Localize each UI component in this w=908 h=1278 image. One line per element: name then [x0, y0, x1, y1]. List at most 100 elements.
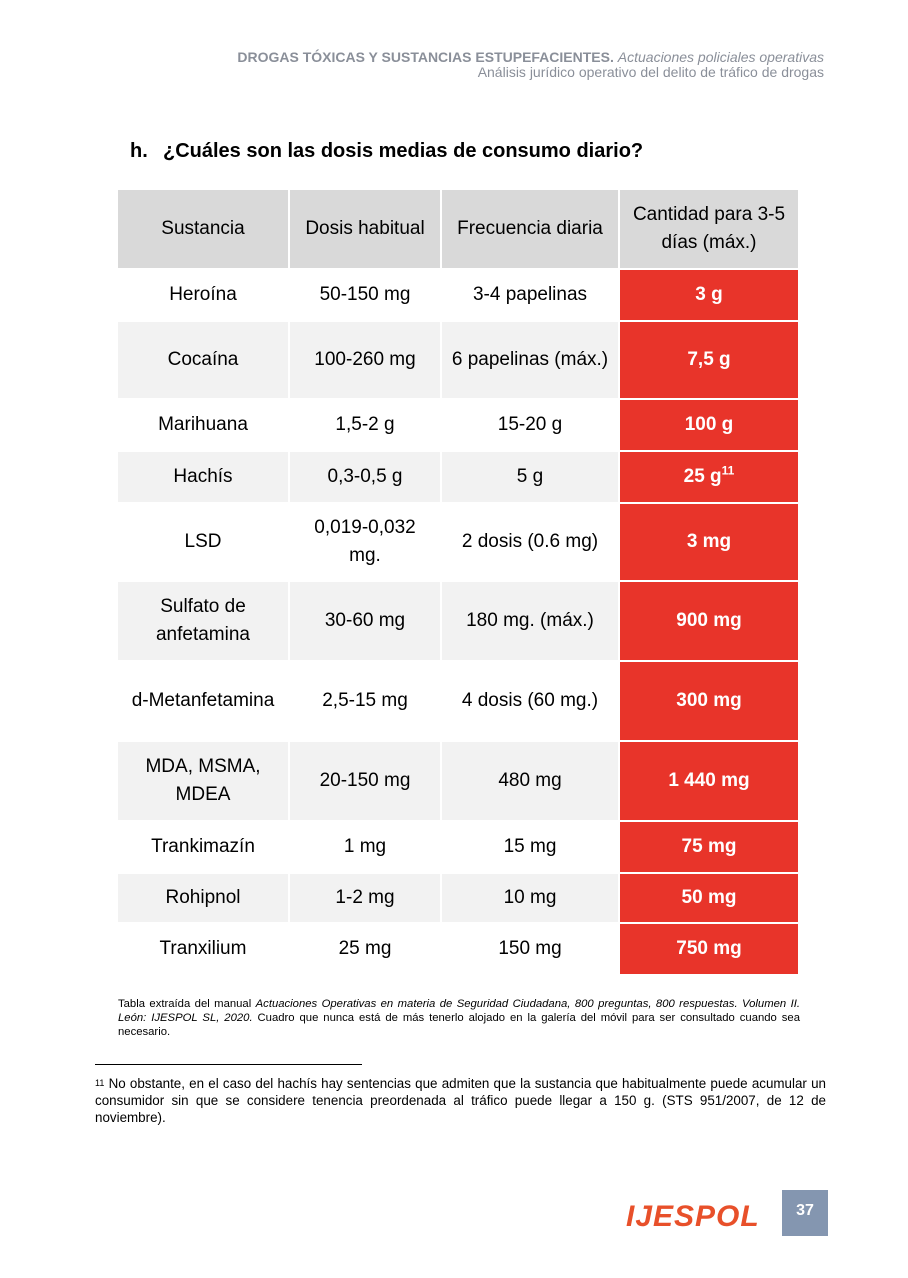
table-cell: 15-20 g: [442, 400, 618, 450]
table-cell: 7,5 g: [620, 322, 798, 398]
cell-text: 1,5-2 g: [335, 414, 395, 435]
table-cell: 2 dosis (0.6 mg): [442, 504, 618, 580]
table-cell: 20-150 mg: [290, 742, 440, 820]
cell-text: 15 mg: [503, 836, 557, 857]
cell-text: 300 mg: [676, 690, 742, 711]
footnote-ref: 11: [721, 463, 735, 478]
table-cell: 25 mg: [290, 924, 440, 974]
table-cell: 100 g: [620, 400, 798, 450]
table-cell: 25 g11: [620, 452, 798, 502]
table-cell: 480 mg: [442, 742, 618, 820]
table-cell: 3 g: [620, 270, 798, 320]
cell-text: 25 g: [683, 466, 722, 487]
table-cell: 0,019-0,032 mg.: [290, 504, 440, 580]
table-cell: 5 g: [442, 452, 618, 502]
section-heading: h. ¿Cuáles son las dosis medias de consum…: [130, 140, 643, 163]
cell-text: 30-60 mg: [324, 610, 406, 631]
cell-text: Cocaína: [167, 349, 239, 370]
table-cell: 1-2 mg: [290, 874, 440, 922]
heading-label: h.: [130, 140, 148, 162]
cell-text: 7,5 g: [687, 349, 731, 370]
cell-text: 25 mg: [338, 938, 392, 959]
footnote-text: No obstante, en el caso del hachís hay s…: [95, 1076, 826, 1125]
table-cell: Heroína: [118, 270, 288, 320]
table-cell: 100-260 mg: [290, 322, 440, 398]
cell-text: 15-20 g: [497, 414, 563, 435]
caption-text: Tabla extraída del manual: [118, 998, 256, 1010]
table-cell: Hachís: [118, 452, 288, 502]
cell-text: 4 dosis (60 mg.): [461, 690, 599, 711]
table-row: LSD 0,019-0,032 mg. 2 dosis (0.6 mg) 3 mg: [118, 504, 798, 580]
table-row: Marihuana 1,5-2 g 15-20 g 100 g: [118, 400, 798, 450]
cell-text: 1 mg: [343, 836, 387, 857]
table-cell: LSD: [118, 504, 288, 580]
cell-text: Sulfato de anfetamina: [155, 596, 250, 645]
table-row: Heroína 50-150 mg 3-4 papelinas 3 g: [118, 270, 798, 320]
cell-text: LSD: [184, 531, 222, 552]
table-cell: 0,3-0,5 g: [290, 452, 440, 502]
table-row: Sulfato de anfetamina 30-60 mg 180 mg. (má…: [118, 582, 798, 660]
table-cell: 50 mg: [620, 874, 798, 922]
cell-text: 1-2 mg: [335, 887, 395, 908]
table-row: Tranxilium 25 mg 150 mg 750 mg: [118, 924, 798, 974]
running-header: DROGAS TÓXICAS Y SUSTANCIAS ESTUPEFACIEN…: [237, 50, 824, 80]
table-cell: 2,5-15 mg: [290, 662, 440, 740]
cell-text: 3-4 papelinas: [472, 284, 588, 305]
table-cell: 1 mg: [290, 822, 440, 872]
table-cell: 50-150 mg: [290, 270, 440, 320]
cell-text: Hachís: [173, 466, 233, 487]
cell-text: 6 papelinas (máx.): [451, 349, 609, 370]
cell-text: 10 mg: [503, 887, 557, 908]
cell-text: 3 g: [695, 284, 723, 305]
footnote-mark: 11: [95, 1078, 105, 1088]
heading-text: ¿Cuáles son las dosis medias de consumo …: [163, 140, 644, 162]
cell-text: 900 mg: [676, 610, 742, 631]
table-cell: 4 dosis (60 mg.): [442, 662, 618, 740]
footnote: 11 No obstante, en el caso del hachís ha…: [95, 1075, 826, 1126]
table-cell: Tranxilium: [118, 924, 288, 974]
table-cell: Sulfato de anfetamina: [118, 582, 288, 660]
page-number: 37: [782, 1190, 828, 1236]
cell-text: Trankimazín: [151, 836, 255, 857]
column-header: Cantidad para 3-5 días (máx.): [620, 190, 798, 268]
dose-table: Sustancia Dosis habitual Frecuencia diaria…: [116, 188, 800, 976]
cell-text: Heroína: [169, 284, 237, 305]
table-row: Rohipnol 1-2 mg 10 mg 50 mg: [118, 874, 798, 922]
column-header: Frecuencia diaria: [442, 190, 618, 268]
footnote-rule: [95, 1064, 362, 1065]
cell-text: 75 mg: [681, 836, 737, 857]
cell-text: 100-260 mg: [314, 349, 416, 370]
header-title: DROGAS TÓXICAS Y SUSTANCIAS ESTUPEFACIEN…: [237, 49, 614, 65]
cell-text: 50 mg: [681, 887, 737, 908]
table-cell: 3-4 papelinas: [442, 270, 618, 320]
table-cell: 1,5-2 g: [290, 400, 440, 450]
cell-text: 150 mg: [498, 938, 562, 959]
table-cell: 30-60 mg: [290, 582, 440, 660]
table-cell: Rohipnol: [118, 874, 288, 922]
table-row: d-Metanfetamina 2,5-15 mg 4 dosis (60 mg.)…: [118, 662, 798, 740]
table-cell: 15 mg: [442, 822, 618, 872]
cell-text: 100 g: [684, 414, 734, 435]
table-cell: 1 440 mg: [620, 742, 798, 820]
table-cell: 180 mg. (máx.): [442, 582, 618, 660]
cell-text: Marihuana: [158, 414, 248, 435]
caption-italic: Actuaciones Operativas en materia de Seg…: [118, 998, 800, 1024]
column-header: Dosis habitual: [290, 190, 440, 268]
cell-text: 3 mg: [686, 531, 732, 552]
column-header: Sustancia: [118, 190, 288, 268]
header-row: Sustancia Dosis habitual Frecuencia diaria…: [118, 190, 798, 268]
cell-text: 50-150 mg: [319, 284, 411, 305]
table-cell: Trankimazín: [118, 822, 288, 872]
cell-text: 2,5-15 mg: [322, 690, 408, 711]
table-cell: 10 mg: [442, 874, 618, 922]
cell-text: 5 g: [516, 466, 544, 487]
cell-text: 1 440 mg: [668, 770, 750, 791]
table-cell: Marihuana: [118, 400, 288, 450]
caption: Tabla extraída del manual Actuaciones Op…: [118, 997, 800, 1039]
header-title-italic: Actuaciones policiales operativas: [617, 49, 824, 65]
cell-text: Rohipnol: [165, 887, 241, 908]
cell-text: MDA, MSMA, MDEA: [145, 756, 261, 805]
table-cell: 3 mg: [620, 504, 798, 580]
table-row: MDA, MSMA, MDEA 20-150 mg 480 mg 1 440 mg: [118, 742, 798, 820]
